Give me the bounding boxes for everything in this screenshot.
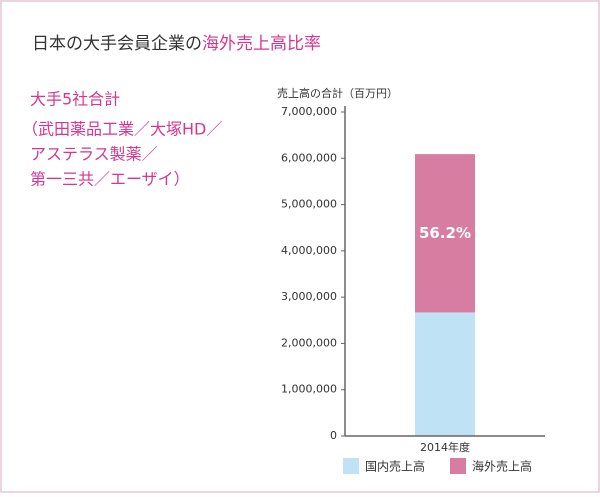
x-tick-label: 2014年度 bbox=[420, 440, 470, 454]
legend-label: 国内売上高 bbox=[365, 459, 425, 474]
subtitle-line: （武田薬品工業／大塚HD／ bbox=[22, 120, 222, 139]
y-tick-label: 1,000,000 bbox=[281, 383, 337, 396]
legend-swatch bbox=[343, 458, 359, 474]
title-part: 日本の大手会員企業の bbox=[32, 34, 202, 54]
y-tick-label: 6,000,000 bbox=[281, 151, 337, 164]
y-tick-label: 5,000,000 bbox=[281, 198, 337, 211]
subtitle-line: アステラス製薬／ bbox=[30, 145, 158, 164]
share-label: 56.2% bbox=[419, 224, 471, 242]
title-highlight: 海外売上高比率 bbox=[202, 34, 321, 54]
y-axis-label: 売上高の合計（百万円） bbox=[277, 86, 398, 100]
bar-segment bbox=[415, 154, 475, 313]
chart-title: 日本の大手会員企業の海外売上高比率 bbox=[32, 34, 321, 54]
subtitle-line: 大手5社合計 bbox=[30, 90, 120, 109]
y-tick-label: 2,000,000 bbox=[281, 336, 337, 349]
bar-segment bbox=[415, 312, 475, 436]
legend-label: 海外売上高 bbox=[472, 459, 532, 474]
subtitle-line: 第一三共／エーザイ） bbox=[30, 170, 190, 189]
y-tick-label: 7,000,000 bbox=[281, 105, 337, 118]
y-tick-label: 4,000,000 bbox=[281, 244, 337, 257]
y-tick-label: 3,000,000 bbox=[281, 290, 337, 303]
legend-swatch bbox=[450, 458, 466, 474]
y-tick-label: 0 bbox=[330, 429, 337, 442]
